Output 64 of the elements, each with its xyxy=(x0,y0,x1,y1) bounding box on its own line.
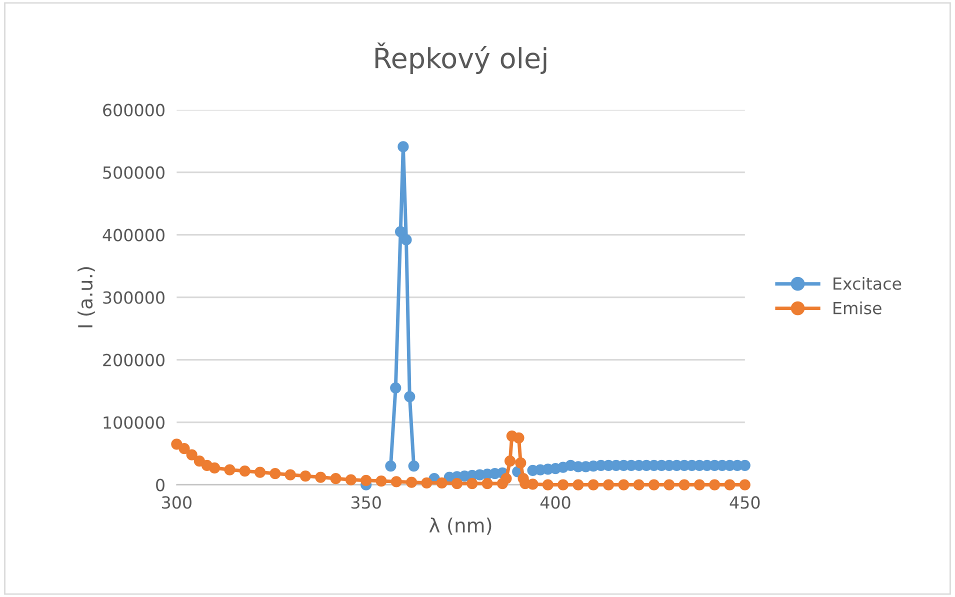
point xyxy=(500,472,512,484)
point xyxy=(678,479,690,490)
point xyxy=(376,475,387,487)
point xyxy=(171,438,182,450)
point xyxy=(390,382,402,394)
x-tick-label: 400 xyxy=(540,496,570,509)
point xyxy=(239,465,250,477)
legend-label: Excitace xyxy=(834,277,902,290)
point xyxy=(360,474,372,486)
y-axis-title: I (a.u.) xyxy=(78,267,95,328)
chart-title: Řepkový olej xyxy=(375,42,546,74)
point xyxy=(385,460,396,472)
point xyxy=(436,477,448,488)
point xyxy=(602,479,614,490)
point xyxy=(558,479,569,490)
point xyxy=(618,479,630,490)
point xyxy=(404,391,416,402)
point xyxy=(542,479,554,490)
point xyxy=(466,478,478,490)
point xyxy=(390,476,402,488)
point xyxy=(284,469,296,480)
point xyxy=(588,479,599,490)
point xyxy=(513,432,524,444)
point xyxy=(694,479,705,490)
x-tick-label: 450 xyxy=(730,496,760,509)
point xyxy=(408,460,420,472)
point xyxy=(186,449,198,460)
point xyxy=(724,479,736,490)
point xyxy=(178,442,190,454)
x-axis-title: λ (nm) xyxy=(429,518,492,535)
point xyxy=(739,479,750,490)
point xyxy=(421,477,432,488)
point xyxy=(224,464,236,476)
point xyxy=(709,479,720,490)
y-tick-label: 100000 xyxy=(104,416,164,429)
point xyxy=(515,457,526,468)
y-tick-label: 500000 xyxy=(103,166,164,179)
point xyxy=(270,468,281,480)
point xyxy=(664,479,675,490)
point xyxy=(400,234,412,246)
y-tick-label: 0 xyxy=(156,478,164,492)
point xyxy=(398,141,409,152)
point xyxy=(633,479,644,490)
legend-label: Emise xyxy=(834,301,882,314)
point xyxy=(300,470,312,482)
point xyxy=(254,466,266,478)
y-tick-label: 200000 xyxy=(103,354,164,366)
point xyxy=(315,472,326,483)
point xyxy=(572,479,584,490)
x-tick-label: 350 xyxy=(351,496,381,509)
y-tick-label: 300000 xyxy=(103,291,164,304)
point xyxy=(527,478,538,490)
x-tick-label: 300 xyxy=(162,496,192,509)
point xyxy=(330,472,342,484)
point xyxy=(482,478,493,490)
point xyxy=(345,474,356,486)
point xyxy=(451,478,463,490)
y-tick-label: 400000 xyxy=(102,228,164,242)
point xyxy=(406,476,418,488)
point xyxy=(209,462,220,474)
point xyxy=(504,455,516,467)
y-tick-label: 600000 xyxy=(103,104,164,116)
point xyxy=(194,455,205,467)
point xyxy=(648,479,660,490)
